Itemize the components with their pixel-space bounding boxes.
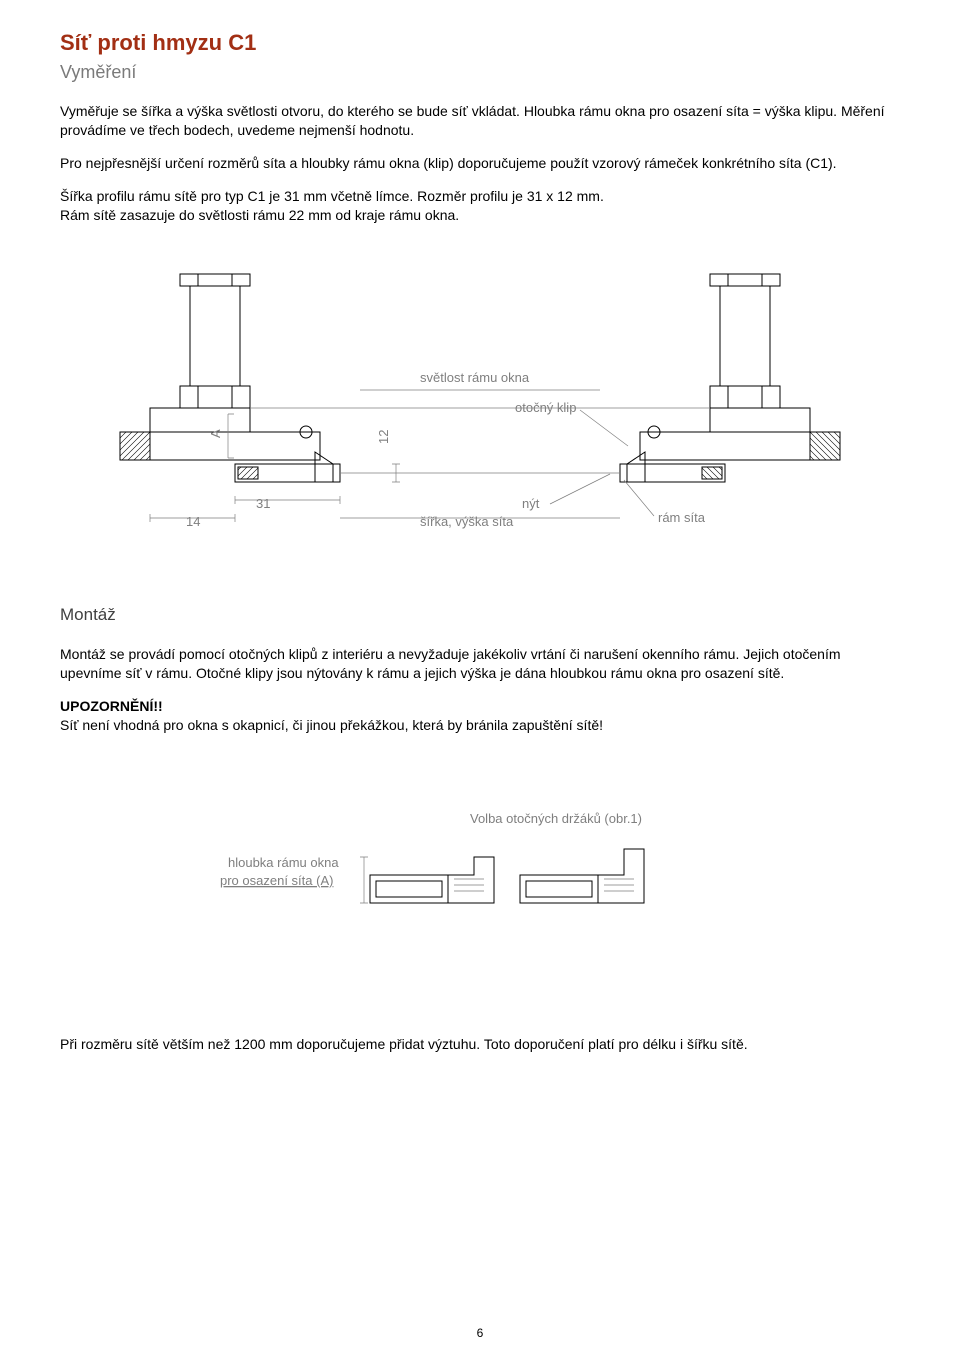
dim-12: 12 [376,430,391,444]
paragraph-3a: Šířka profilu rámu sítě pro typ C1 je 31… [60,188,604,204]
label-volba: Volba otočných držáků (obr.1) [470,811,642,826]
label-ram-sita: rám síta [658,510,706,525]
paragraph-4: Montáž se provádí pomocí otočných klipů … [60,645,900,683]
paragraph-2: Pro nejpřesnější určení rozměrů síta a h… [60,154,900,173]
dim-14: 14 [186,514,200,529]
page-number: 6 [477,1325,484,1341]
section-heading-measure: Vyměření [60,60,900,84]
paragraph-5: Při rozměru sítě větším než 1200 mm dopo… [60,1035,900,1054]
dim-31: 31 [256,496,270,511]
paragraph-3b: Rám sítě zasazuje do světlosti rámu 22 m… [60,207,459,223]
page-title: Síť proti hmyzu C1 [60,28,900,58]
warning-label: UPOZORNĚNÍ!! [60,698,163,714]
label-svetlost: světlost rámu okna [420,370,530,385]
paragraph-3: Šířka profilu rámu sítě pro typ C1 je 31… [60,187,900,225]
warning-text: Síť není vhodná pro okna s okapnicí, či … [60,717,603,733]
dim-a: A [208,429,223,438]
label-nyt: nýt [522,496,540,511]
label-hloubka-1: hloubka rámu okna [228,855,339,870]
diagram-cross-section: světlost rámu okna otočný klip nýt rám s… [60,264,900,554]
label-hloubka-2: pro osazení síta (A) [220,873,333,888]
section-heading-montage: Montáž [60,604,900,627]
warning: UPOZORNĚNÍ!! Síť není vhodná pro okna s … [60,697,900,735]
diagram-clip-choice: Volba otočných držáků (obr.1) hloubka rá… [60,795,900,955]
label-sirka: šířka, výška síta [420,514,514,529]
label-klip: otočný klip [515,400,576,415]
paragraph-1: Vyměřuje se šířka a výška světlosti otvo… [60,102,900,140]
